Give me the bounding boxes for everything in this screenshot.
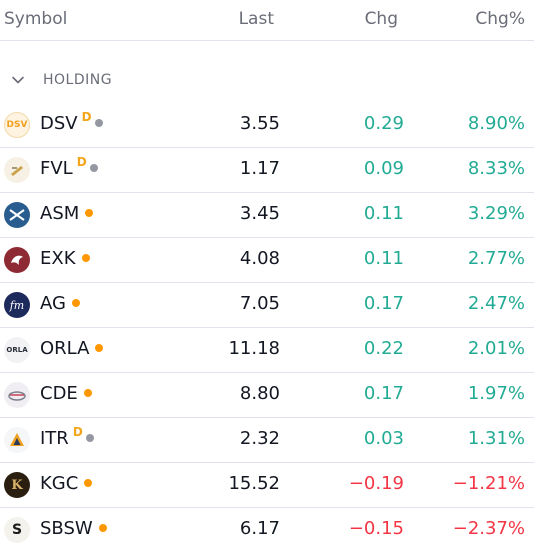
last-price: 11.18 [228, 338, 280, 359]
dsv-logo: DSV [4, 112, 30, 138]
group-label: HOLDING [43, 72, 113, 88]
symbol-cell[interactable]: ITR D [40, 425, 94, 449]
change-value: −0.19 [348, 473, 404, 494]
market-status-dot [85, 209, 94, 217]
symbol-cell[interactable]: DSV D [40, 110, 103, 134]
change-percent: 8.33% [467, 158, 525, 179]
symbol-cell[interactable]: FVL D [40, 155, 98, 179]
table-row[interactable]: DSV DSV D 3.55 0.29 8.90% [0, 103, 534, 148]
symbol-name: FVL [40, 158, 73, 179]
change-value: 0.29 [363, 113, 404, 134]
market-status-dot [81, 254, 90, 262]
last-price: 6.17 [239, 518, 280, 539]
change-value: 0.17 [363, 293, 404, 314]
market-status-dot [84, 479, 93, 487]
table-row[interactable]: K KGC 15.52 −0.19 −1.21% [0, 463, 534, 508]
change-value: −0.15 [348, 518, 404, 539]
asm-logo-graphic [9, 209, 25, 221]
table-row[interactable]: EXK 4.08 0.11 2.77% [0, 238, 534, 283]
fvl-logo [4, 157, 30, 183]
cde-logo-graphic [8, 391, 26, 401]
column-header-chg-pct[interactable]: Chg% [475, 9, 525, 29]
symbol-cell[interactable]: KGC [40, 473, 93, 494]
group-holding[interactable]: HOLDING [0, 60, 534, 100]
symbol-cell[interactable]: CDE [40, 383, 92, 404]
change-percent: 2.47% [467, 293, 525, 314]
change-percent: 1.97% [467, 383, 525, 404]
table-row[interactable]: ASM 3.45 0.11 3.29% [0, 193, 534, 238]
change-percent: 2.77% [467, 248, 525, 269]
change-value: 0.11 [363, 248, 404, 269]
table-row[interactable]: fm AG 7.05 0.17 2.47% [0, 283, 534, 328]
market-status-dot [95, 344, 104, 352]
table-row[interactable]: CDE 8.80 0.17 1.97% [0, 373, 534, 418]
last-price: 3.55 [239, 113, 280, 134]
market-status-dot [98, 524, 107, 532]
symbol-name: AG [40, 293, 66, 314]
symbol-cell[interactable]: SBSW [40, 518, 107, 539]
market-status-dot [89, 164, 98, 172]
symbol-name: DSV [40, 113, 78, 134]
change-value: 0.11 [363, 203, 404, 224]
symbol-cell[interactable]: EXK [40, 248, 90, 269]
symbol-cell[interactable]: ORLA [40, 338, 104, 359]
change-value: 0.09 [363, 158, 404, 179]
change-percent: −2.37% [452, 518, 525, 539]
symbol-name: EXK [40, 248, 76, 269]
table-row[interactable]: FVL D 1.17 0.09 8.33% [0, 148, 534, 193]
orla-logo: ORLA [4, 337, 30, 363]
delayed-badge: D [72, 425, 83, 439]
change-percent: −1.21% [452, 473, 525, 494]
column-header-last[interactable]: Last [238, 9, 274, 29]
change-percent: 2.01% [467, 338, 525, 359]
change-value: 0.03 [363, 428, 404, 449]
exk-logo-graphic [11, 255, 23, 265]
market-status-dot [83, 389, 92, 397]
symbol-name: KGC [40, 473, 79, 494]
market-status-dot [85, 434, 94, 442]
last-price: 15.52 [228, 473, 280, 494]
fvl-logo-graphic [11, 166, 23, 176]
last-price: 1.17 [239, 158, 280, 179]
symbol-cell[interactable]: ASM [40, 203, 94, 224]
asm-logo [4, 202, 30, 228]
itr-logo [4, 427, 30, 453]
ag-logo: fm [4, 292, 30, 318]
kgc-logo: K [4, 472, 30, 498]
delayed-badge: D [81, 110, 92, 124]
last-price: 7.05 [239, 293, 280, 314]
last-price: 3.45 [239, 203, 280, 224]
change-value: 0.22 [363, 338, 404, 359]
chevron-down-icon[interactable] [11, 73, 25, 87]
column-header-chg[interactable]: Chg [364, 9, 398, 29]
symbol-cell[interactable]: AG [40, 293, 80, 314]
itr-logo-graphic [10, 433, 24, 446]
last-price: 4.08 [239, 248, 280, 269]
change-percent: 1.31% [467, 428, 525, 449]
symbol-name: CDE [40, 383, 78, 404]
change-percent: 8.90% [467, 113, 525, 134]
last-price: 8.80 [239, 383, 280, 404]
exk-logo [4, 247, 30, 273]
symbol-name: ORLA [40, 338, 90, 359]
change-value: 0.17 [363, 383, 404, 404]
table-header: Symbol Last Chg Chg% [0, 0, 534, 41]
change-percent: 3.29% [467, 203, 525, 224]
column-header-symbol[interactable]: Symbol [4, 9, 68, 29]
table-row[interactable]: ITR D 2.32 0.03 1.31% [0, 418, 534, 463]
table-row[interactable]: S SBSW 6.17 −0.15 −2.37% [0, 508, 534, 552]
market-status-dot [94, 119, 103, 127]
delayed-badge: D [76, 155, 87, 169]
symbol-name: ITR [40, 428, 69, 449]
symbol-name: ASM [40, 203, 80, 224]
sbsw-logo: S [4, 517, 30, 543]
symbol-name: SBSW [40, 518, 93, 539]
table-row[interactable]: ORLA ORLA 11.18 0.22 2.01% [0, 328, 534, 373]
cde-logo [4, 382, 30, 408]
last-price: 2.32 [239, 428, 280, 449]
market-status-dot [71, 299, 80, 307]
